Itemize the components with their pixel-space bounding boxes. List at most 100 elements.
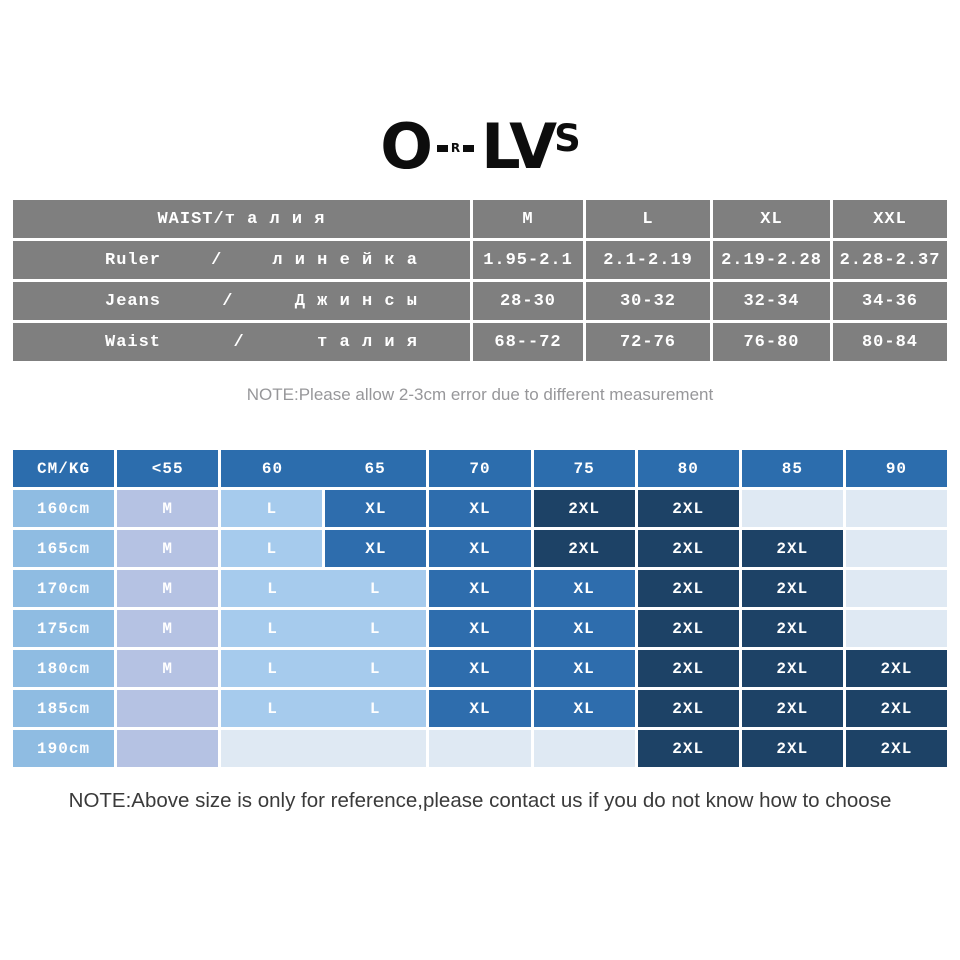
size-cell: 2XL	[533, 530, 635, 567]
logo-letter-r: R	[450, 141, 461, 155]
size-cell: 2XL	[845, 650, 947, 687]
logo-dash-left-icon	[436, 144, 448, 152]
cell-text: L	[267, 619, 278, 638]
waist-value-cell: 72-76	[586, 323, 710, 361]
logo-registered-mark: R	[436, 120, 475, 155]
size-row-label: 190cm	[13, 730, 115, 767]
waist-row-label: Waist / т а л и я	[13, 323, 470, 361]
size-cell: L	[221, 490, 323, 527]
waist-table: WAIST/т а л и я M L XL XXL Ruler / л и н е й к …	[13, 200, 947, 361]
size-cell: XL	[429, 490, 531, 527]
size-cell: 2XL	[741, 610, 843, 647]
cell-text: L	[267, 659, 278, 678]
size-cell	[533, 730, 635, 767]
size-row-label: 185cm	[13, 690, 115, 727]
waist-value-cell: 2.19-2.28	[713, 241, 830, 279]
size-cell: XL	[429, 530, 531, 567]
size-cell: XL	[325, 490, 427, 527]
size-col-header: <55	[117, 450, 219, 487]
size-cell: 2XL	[637, 490, 739, 527]
size-cell: M	[117, 570, 219, 607]
size-cell: XL	[533, 610, 635, 647]
size-cell: XL	[429, 650, 531, 687]
cell-text: L	[369, 659, 381, 678]
logo-letter-o: O	[380, 110, 433, 183]
size-cell: 2XL	[637, 690, 739, 727]
size-cell: 2XL	[533, 490, 635, 527]
size-cell: L	[221, 530, 323, 567]
size-col-header: 75	[533, 450, 635, 487]
size-cell: XL	[429, 610, 531, 647]
size-cell: M	[117, 490, 219, 527]
waist-row-label: Jeans / Д ж и н с ы	[13, 282, 470, 320]
waist-size-header: XXL	[833, 200, 947, 238]
waist-size-header: L	[586, 200, 710, 238]
size-col-header: 85	[741, 450, 843, 487]
size-cell	[845, 490, 947, 527]
waist-row-label: Ruler / л и н е й к а	[13, 241, 470, 279]
size-row-label: 175cm	[13, 610, 115, 647]
logo-letters-lv: LV	[481, 110, 557, 183]
waist-value-cell: 32-34	[713, 282, 830, 320]
cell-text: L	[369, 619, 381, 638]
size-row-label: 165cm	[13, 530, 115, 567]
waist-row-label-ru: л и н е й к а	[272, 250, 418, 270]
size-cell	[845, 570, 947, 607]
waist-value-cell: 30-32	[586, 282, 710, 320]
size-table: CM/KG <55 60 65 70 75 80 85 90 160cm M L XL XL 2XL 2XL 1…	[13, 450, 947, 767]
waist-row-label-en: Ruler	[105, 250, 162, 270]
size-cell: M	[117, 530, 219, 567]
size-col-header: 90	[845, 450, 947, 487]
size-cell: 2XL	[637, 650, 739, 687]
note-bottom: NOTE:Above size is only for reference,pl…	[68, 789, 892, 812]
size-cell	[117, 730, 219, 767]
waist-row-label-ru: Д ж и н с ы	[294, 291, 418, 311]
waist-value-cell: 34-36	[833, 282, 947, 320]
size-cell: 2XL	[845, 690, 947, 727]
size-cell: XL	[533, 650, 635, 687]
size-col-header: 70	[429, 450, 531, 487]
waist-value-cell: 80-84	[833, 323, 947, 361]
size-row-label: 160cm	[13, 490, 115, 527]
waist-row-label-en: Waist	[105, 332, 162, 352]
size-cell: 2XL	[741, 570, 843, 607]
waist-row-label-slash: /	[211, 250, 223, 270]
size-col-header: 60 65	[221, 450, 427, 487]
waist-value-cell: 2.28-2.37	[833, 241, 947, 279]
size-cell: M	[117, 650, 219, 687]
waist-row-label-slash: /	[233, 332, 245, 352]
size-row-label: 170cm	[13, 570, 115, 607]
size-cell: 2XL	[637, 570, 739, 607]
cell-text: L	[369, 579, 381, 598]
size-col-header: 80	[637, 450, 739, 487]
logo-letter-s: S	[554, 117, 581, 160]
waist-row-label-slash: /	[222, 291, 234, 311]
size-cell: XL	[533, 570, 635, 607]
size-cell: XL	[429, 570, 531, 607]
size-cell: 2XL	[637, 530, 739, 567]
size-cell: XL	[325, 530, 427, 567]
size-cell: 2XL	[741, 530, 843, 567]
cell-text: 60	[261, 459, 284, 478]
waist-row-label-ru: т а л и я	[317, 332, 418, 352]
waist-row-label-en: Jeans	[105, 291, 162, 311]
size-cell: 2XL	[741, 650, 843, 687]
cell-text: L	[369, 699, 381, 718]
size-cell: XL	[533, 690, 635, 727]
cell-text: L	[267, 699, 278, 718]
waist-value-cell: 68--72	[473, 323, 583, 361]
size-cell	[741, 490, 843, 527]
size-cell: M	[117, 610, 219, 647]
waist-value-cell: 1.95-2.1	[473, 241, 583, 279]
size-cell	[221, 730, 427, 767]
waist-value-cell: 76-80	[713, 323, 830, 361]
size-cell: XL	[429, 690, 531, 727]
size-cell: 2XL	[741, 730, 843, 767]
waist-value-cell: 28-30	[473, 282, 583, 320]
waist-size-header: M	[473, 200, 583, 238]
waist-value-cell: 2.1-2.19	[586, 241, 710, 279]
size-cell: 2XL	[637, 730, 739, 767]
size-cell	[845, 610, 947, 647]
